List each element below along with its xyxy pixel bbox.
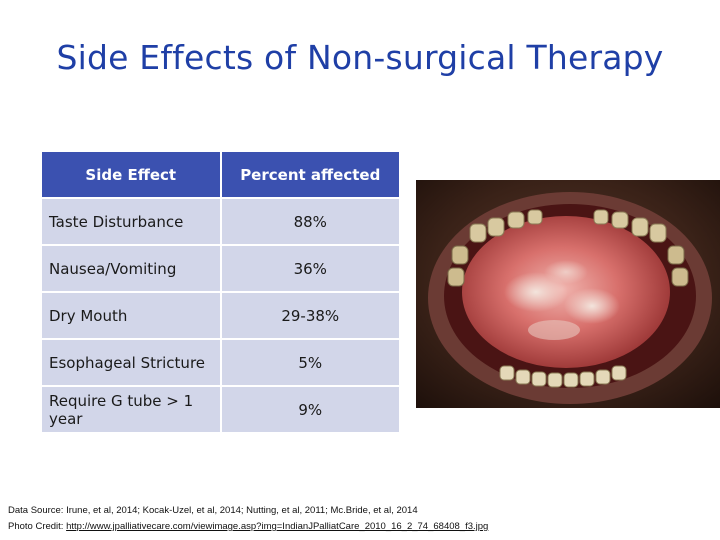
oral-mucositis-photo — [416, 180, 720, 408]
photo-credit: Photo Credit: http://www.jpalliativecare… — [8, 521, 488, 532]
side-effects-table: Side Effect Percent affected Taste Distu… — [42, 152, 399, 432]
table-row: Nausea/Vomiting 36% — [42, 244, 399, 292]
percent-cell: 5% — [220, 338, 399, 386]
percent-cell: 36% — [220, 244, 399, 292]
percent-cell: 29-38% — [220, 291, 399, 339]
table-row: Esophageal Stricture 5% — [42, 338, 399, 386]
side-effect-cell: Esophageal Stricture — [42, 338, 222, 386]
percent-cell: 88% — [220, 197, 399, 245]
photo-credit-label: Photo Credit: — [8, 521, 67, 532]
column-header-percent: Percent affected — [220, 152, 399, 198]
photo-credit-link[interactable]: http://www.jpalliativecare.com/viewimage… — [66, 521, 489, 532]
side-effect-cell: Require G tube > 1 year — [42, 385, 222, 432]
side-effect-cell: Taste Disturbance — [42, 197, 222, 245]
table-row: Require G tube > 1 year 9% — [42, 385, 399, 432]
table-header-row: Side Effect Percent affected — [42, 152, 399, 198]
table-row: Dry Mouth 29-38% — [42, 291, 399, 339]
side-effect-cell: Dry Mouth — [42, 291, 222, 339]
percent-cell: 9% — [220, 385, 399, 432]
table-row: Taste Disturbance 88% — [42, 197, 399, 245]
column-header-side-effect: Side Effect — [42, 152, 222, 198]
data-source-citation: Data Source: Irune, et al, 2014; Kocak-U… — [8, 505, 418, 516]
slide-title: Side Effects of Non-surgical Therapy — [56, 38, 664, 77]
side-effect-cell: Nausea/Vomiting — [42, 244, 222, 292]
